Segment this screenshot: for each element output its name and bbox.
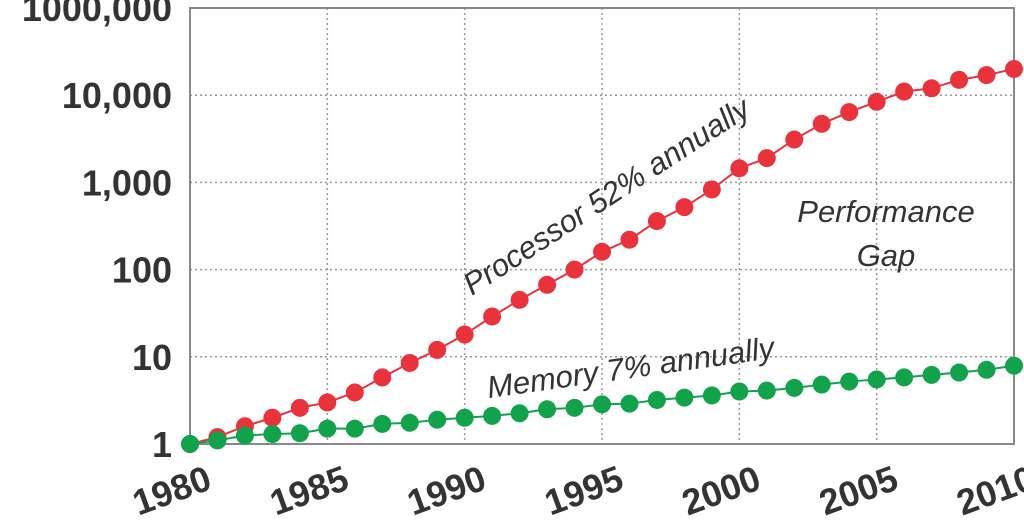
x-tick-label: 1990 <box>402 457 491 523</box>
data-point <box>702 386 721 405</box>
plot-frame <box>189 7 1015 445</box>
data-point <box>647 212 666 231</box>
y-tick-label: 100 <box>112 250 172 291</box>
data-point <box>730 382 749 401</box>
data-point <box>565 260 584 279</box>
x-tick-label: 1985 <box>264 457 353 523</box>
data-point <box>730 159 749 178</box>
data-point <box>867 92 886 111</box>
data-point <box>922 79 941 98</box>
data-point <box>1005 59 1023 78</box>
data-point <box>345 419 364 438</box>
data-point <box>538 400 557 419</box>
data-point <box>483 307 502 326</box>
data-point <box>318 393 337 412</box>
annotation: Performance <box>797 194 974 229</box>
data-point <box>757 149 776 168</box>
data-point <box>840 372 859 391</box>
data-point <box>290 398 309 417</box>
data-point <box>373 414 392 433</box>
data-point <box>812 114 831 133</box>
data-point <box>400 353 419 372</box>
data-point <box>428 410 447 429</box>
x-tick-label: 2010 <box>951 457 1024 523</box>
data-point <box>263 408 282 427</box>
data-point <box>181 435 199 453</box>
data-point <box>510 290 529 309</box>
data-point <box>510 404 529 423</box>
data-point <box>950 363 969 382</box>
y-tick-label: 1000,000 <box>22 0 172 29</box>
data-point <box>675 198 694 217</box>
data-point <box>208 431 227 450</box>
y-tick-label: 10 <box>132 337 172 378</box>
data-point <box>702 180 721 199</box>
data-point <box>428 340 447 359</box>
data-point <box>263 425 282 444</box>
data-point <box>867 370 886 389</box>
data-point <box>895 82 914 101</box>
data-point <box>290 424 309 443</box>
data-point <box>373 368 392 387</box>
x-tick-label: 1995 <box>539 457 628 523</box>
data-point <box>1005 356 1023 375</box>
data-point <box>455 325 474 344</box>
annotation: Gap <box>857 238 916 273</box>
data-point <box>455 408 474 427</box>
x-tick-label: 1980 <box>127 457 216 523</box>
data-point <box>620 394 639 413</box>
data-point <box>922 365 941 384</box>
data-point <box>675 388 694 407</box>
data-point <box>785 130 804 149</box>
data-point <box>538 275 557 294</box>
x-tick-label: 2005 <box>814 457 903 523</box>
data-point <box>977 360 996 379</box>
y-tick-label: 10,000 <box>62 75 172 116</box>
data-point <box>400 413 419 432</box>
x-tick-label: 2000 <box>676 457 765 523</box>
data-point <box>565 398 584 417</box>
data-point <box>593 395 611 414</box>
y-tick-label: 1 <box>152 424 172 465</box>
data-point <box>757 381 776 400</box>
data-point <box>785 378 804 397</box>
data-point <box>620 230 639 249</box>
data-point <box>647 390 666 409</box>
data-point <box>950 70 969 89</box>
data-point <box>895 368 914 387</box>
data-point <box>812 375 831 394</box>
y-tick-label: 1,000 <box>82 162 172 203</box>
data-point <box>235 426 254 445</box>
data-point <box>593 242 611 261</box>
data-point <box>318 419 337 438</box>
data-point <box>345 383 364 402</box>
data-point <box>483 406 502 425</box>
data-point <box>840 103 859 122</box>
data-point <box>977 66 996 85</box>
